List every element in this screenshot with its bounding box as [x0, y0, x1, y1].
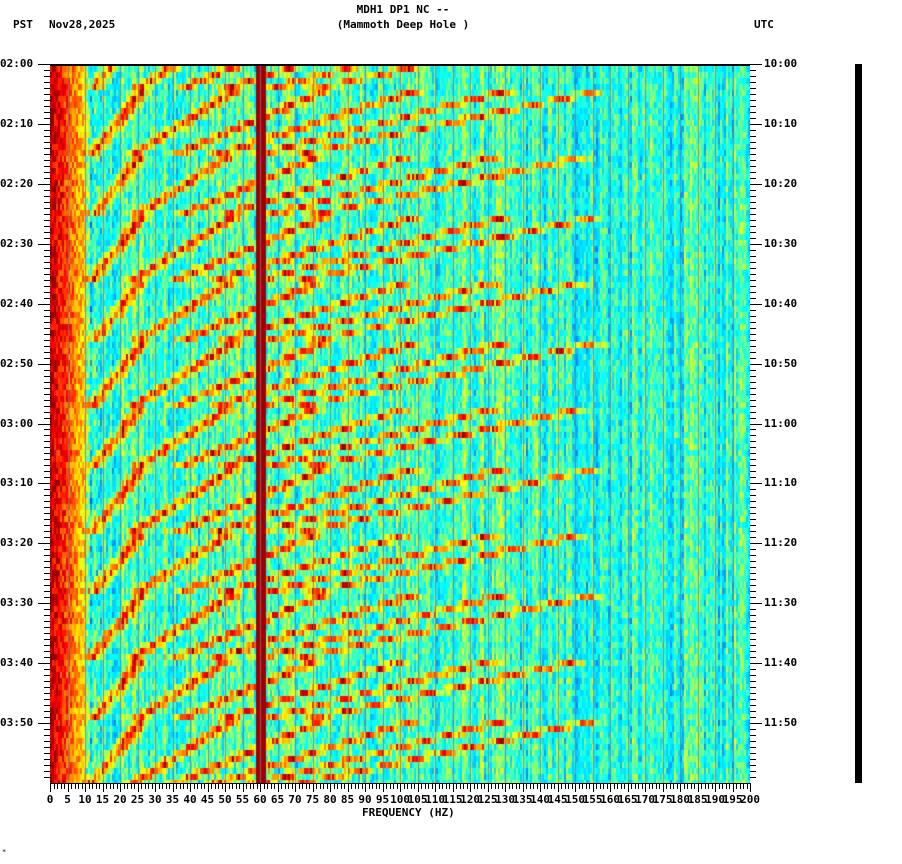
y-tick-left: 03:20	[0, 536, 34, 550]
x-tick-label: 65	[270, 793, 285, 806]
x-tick-label: 120	[460, 793, 480, 806]
x-tick-label: 20	[113, 793, 127, 806]
y-tick-left: 03:50	[0, 716, 34, 730]
y-tick-left: 02:40	[0, 296, 34, 310]
x-tick-label: 180	[670, 793, 690, 806]
y-tick-right: 11:30	[764, 596, 798, 610]
x-tick-label: 170	[635, 793, 655, 806]
y-tick-left: 02:30	[0, 236, 34, 250]
x-tick-label: 30	[148, 793, 162, 806]
y-tick-right: 11:50	[764, 716, 798, 730]
x-tick-label: 160	[600, 793, 620, 806]
y-tick-left: 02:50	[0, 356, 34, 370]
y-tick-left: 03:40	[0, 656, 34, 670]
corner-mark: *	[2, 848, 7, 856]
x-tick-label: 95	[375, 793, 390, 806]
x-tick-label: 35	[165, 793, 180, 806]
y-tick-left: 02:00	[0, 57, 34, 70]
x-tick-label: 105	[407, 793, 428, 806]
x-tick-label: 25	[130, 793, 145, 806]
x-tick-label: 145	[547, 793, 568, 806]
x-tick-label: 5	[64, 793, 71, 806]
x-tick-label: 90	[358, 793, 372, 806]
spectrogram-frame	[50, 64, 750, 783]
x-tick-label: 100	[390, 793, 410, 806]
date-label: Nov28,2025	[49, 18, 116, 31]
x-tick-label: 195	[722, 793, 743, 806]
x-tick-label: 110	[425, 793, 445, 806]
x-axis-title: FREQUENCY (HZ)	[362, 806, 455, 819]
x-tick-label: 70	[288, 793, 302, 806]
x-tick-label: 40	[183, 793, 197, 806]
x-tick-label: 200	[740, 793, 760, 806]
x-tick-label: 45	[200, 793, 215, 806]
y-tick-right: 10:40	[764, 296, 798, 310]
y-tick-right: 11:10	[764, 476, 798, 490]
x-tick-label: 125	[477, 793, 498, 806]
x-tick-label: 135	[512, 793, 533, 806]
x-tick-label: 85	[340, 793, 355, 806]
y-tick-left: 02:10	[0, 116, 34, 130]
x-tick-label: 155	[582, 793, 603, 806]
y-tick-left: 03:30	[0, 596, 34, 610]
x-tick-label: 10	[78, 793, 92, 806]
x-tick-label: 140	[530, 793, 550, 806]
x-tick-label: 150	[565, 793, 585, 806]
x-tick-label: 0	[46, 793, 54, 806]
x-tick-label: 50	[218, 793, 232, 806]
x-tick-label: 190	[705, 793, 725, 806]
y-tick-left: 02:20	[0, 176, 34, 190]
station-title: MDH1 DP1 NC --	[356, 3, 450, 16]
left-timezone-label: PST	[13, 18, 33, 31]
x-tick-label: 60	[253, 793, 267, 806]
x-tick-label: 130	[495, 793, 515, 806]
amplitude-scale-bar	[855, 64, 862, 783]
location-title: (Mammoth Deep Hole )	[336, 18, 470, 31]
x-tick-label: 75	[305, 793, 320, 806]
y-tick-left: 03:00	[0, 416, 34, 430]
x-tick-label: 80	[323, 793, 337, 806]
y-tick-right: 10:00	[764, 57, 798, 70]
y-tick-right: 10:30	[764, 236, 798, 250]
right-timezone-label: UTC	[754, 18, 774, 31]
x-tick-label: 175	[652, 793, 673, 806]
x-tick-label: 165	[617, 793, 638, 806]
x-tick-label: 15	[95, 793, 110, 806]
y-tick-right: 11:00	[764, 416, 798, 430]
y-tick-right: 10:10	[764, 116, 798, 130]
y-tick-right: 11:40	[764, 656, 798, 670]
y-tick-right: 10:50	[764, 356, 798, 370]
y-tick-right: 11:20	[764, 536, 798, 550]
y-tick-right: 10:20	[764, 176, 798, 190]
spectrogram-heatmap	[50, 66, 750, 783]
x-tick-label: 185	[687, 793, 708, 806]
x-tick-label: 55	[235, 793, 250, 806]
x-tick-label: 115	[442, 793, 463, 806]
y-tick-left: 03:10	[0, 476, 34, 490]
